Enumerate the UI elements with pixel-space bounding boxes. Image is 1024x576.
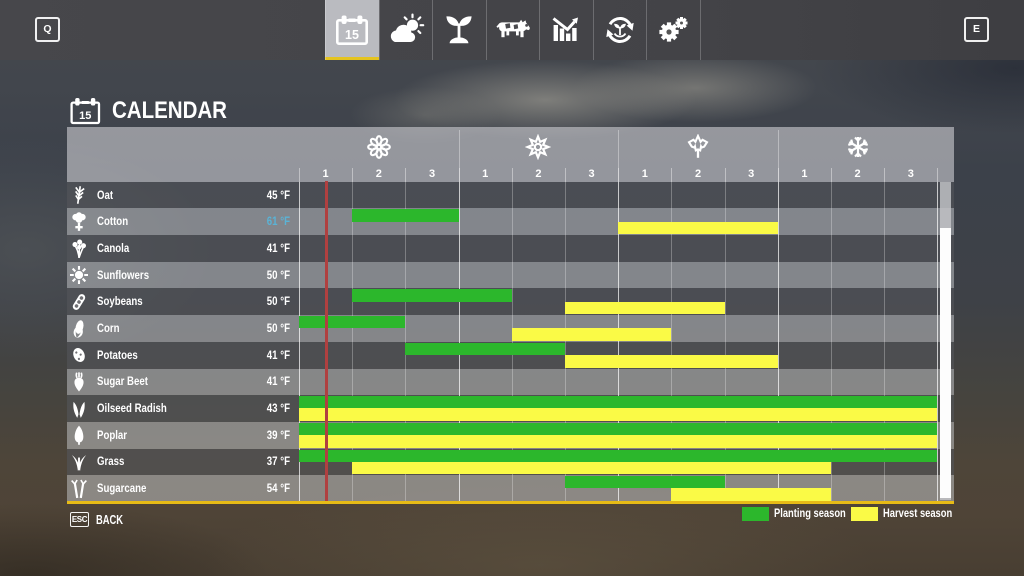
svg-text:15: 15: [79, 110, 91, 122]
svg-text:15: 15: [345, 28, 359, 42]
